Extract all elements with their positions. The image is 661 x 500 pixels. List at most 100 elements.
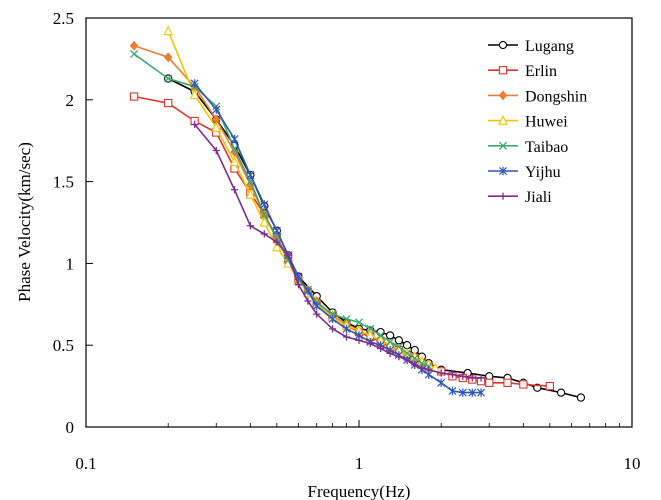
y-tick-label: 0 — [66, 418, 75, 437]
legend-label: Lugang — [525, 38, 574, 55]
legend-label: Huwei — [525, 114, 568, 131]
series-line-yijhu — [193, 82, 482, 394]
data-point-jiali — [294, 281, 303, 289]
data-point-lugang — [576, 393, 586, 402]
series-line-jiali — [193, 123, 482, 379]
data-point-jiali — [304, 297, 312, 305]
data-point-yijhu — [437, 378, 446, 388]
legend-marker — [499, 192, 507, 200]
data-point-yijhu — [272, 226, 281, 235]
legend-entry-erlin: Erlin — [488, 63, 557, 80]
data-point-yijhu — [190, 79, 199, 88]
data-point-jiali — [377, 344, 385, 353]
data-point-yijhu — [448, 386, 457, 396]
legend-label: Yijhu — [525, 164, 561, 181]
data-point-jiali — [477, 374, 485, 382]
data-point-taibao — [417, 359, 426, 368]
data-point-jiali — [411, 361, 419, 369]
data-point-taibao — [410, 354, 419, 363]
data-point-taibao — [260, 210, 269, 219]
data-point-lugang — [394, 336, 404, 345]
data-point-huwei — [259, 216, 270, 227]
data-point-yijhu — [303, 287, 312, 296]
data-point-jiali — [386, 349, 394, 357]
series-jiali — [191, 120, 485, 382]
data-point-jiali — [403, 356, 411, 364]
legend-entry-dongshin: Dongshin — [488, 88, 587, 105]
series-line-huwei — [167, 30, 436, 369]
data-point-yijhu — [246, 170, 255, 180]
legend-label: Erlin — [525, 63, 557, 80]
x-tick-label: 0.1 — [75, 454, 96, 473]
series-yijhu — [190, 79, 486, 397]
data-point-jiali — [342, 333, 351, 341]
data-point-huwei — [189, 89, 200, 100]
data-point-dongshin — [163, 52, 173, 63]
data-point-erlin — [503, 378, 512, 387]
data-point-erlin — [519, 380, 528, 389]
data-point-yijhu — [477, 388, 486, 397]
series-taibao — [130, 49, 433, 371]
legend-entry-huwei: Huwei — [488, 114, 568, 131]
legend-entry-jiali: Jiali — [488, 189, 552, 206]
legend-marker — [498, 114, 508, 125]
data-point-taibao — [366, 324, 375, 333]
series-layer — [129, 25, 586, 402]
data-point-erlin — [485, 378, 494, 387]
data-point-lugang — [402, 341, 412, 350]
data-point-huwei — [245, 189, 256, 199]
x-tick-label: 1 — [355, 454, 364, 473]
series-line-taibao — [133, 53, 430, 368]
y-tick-label: 2 — [66, 91, 75, 110]
data-point-erlin — [164, 98, 173, 108]
data-point-jiali — [468, 374, 476, 382]
legend-marker — [498, 90, 508, 101]
legend-label: Dongshin — [525, 88, 587, 105]
data-point-jiali — [284, 251, 292, 259]
data-point-taibao — [130, 49, 139, 59]
series-erlin — [129, 92, 554, 391]
data-point-yijhu — [212, 105, 221, 114]
series-line-dongshin — [133, 45, 430, 369]
data-point-erlin — [129, 92, 139, 101]
legend-marker — [498, 66, 508, 75]
data-point-yijhu — [342, 324, 351, 334]
y-tick-label: 2.5 — [53, 9, 74, 28]
series-line-lugang — [167, 77, 582, 399]
data-point-erlin — [545, 381, 554, 391]
data-point-taibao — [164, 74, 173, 83]
data-point-lugang — [556, 388, 566, 397]
data-point-yijhu — [458, 388, 467, 397]
legend-label: Taibao — [525, 139, 568, 156]
y-tick-label: 0.5 — [53, 336, 74, 355]
data-point-jiali — [448, 371, 457, 379]
series-huwei — [163, 25, 440, 373]
data-point-huwei — [229, 156, 240, 167]
data-point-dongshin — [129, 40, 139, 51]
legend-label: Jiali — [525, 189, 552, 206]
data-point-yijhu — [230, 134, 239, 144]
data-point-jiali — [355, 336, 363, 344]
data-point-taibao — [403, 349, 412, 358]
legend-entry-lugang: Lugang — [488, 38, 574, 55]
data-point-huwei — [211, 121, 222, 132]
legend-marker — [498, 141, 508, 150]
data-point-taibao — [394, 342, 403, 351]
data-point-yijhu — [328, 314, 337, 324]
data-point-huwei — [271, 241, 282, 252]
data-point-jiali — [418, 364, 426, 372]
data-point-taibao — [376, 331, 385, 340]
data-point-lugang — [385, 331, 395, 340]
legend-entry-taibao: Taibao — [488, 139, 568, 156]
axes: 0.1 1 10 0 0.5 1 1.5 2 2.5 — [53, 9, 641, 473]
data-point-jiali — [230, 186, 239, 194]
series-line-erlin — [133, 95, 550, 387]
data-point-jiali — [425, 366, 433, 374]
legend-entry-yijhu: Yijhu — [488, 164, 561, 181]
x-tick-label: 10 — [624, 454, 641, 473]
data-point-jiali — [313, 310, 321, 318]
data-point-jiali — [260, 230, 268, 238]
data-point-huwei — [163, 25, 174, 36]
data-point-taibao — [386, 337, 395, 346]
data-point-taibao — [354, 318, 364, 327]
